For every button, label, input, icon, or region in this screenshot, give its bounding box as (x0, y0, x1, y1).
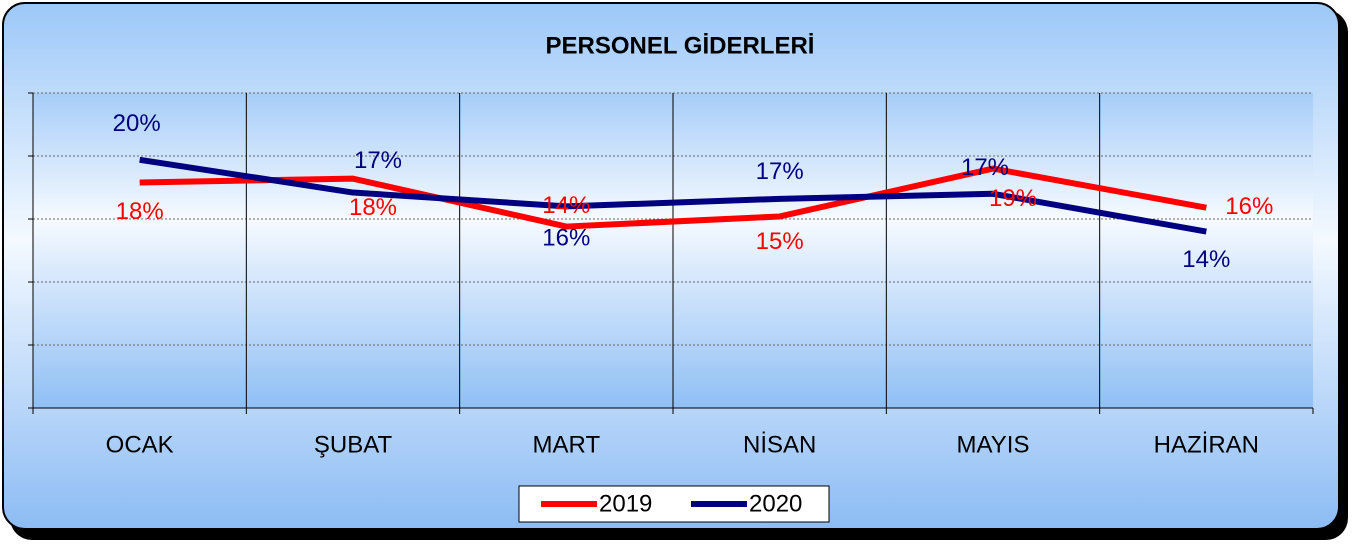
x-tick-label: MART (533, 431, 601, 458)
x-tick-label: NİSAN (743, 431, 816, 458)
data-label: 16% (542, 225, 590, 252)
x-tick-label: MAYIS (957, 431, 1030, 458)
legend (518, 485, 830, 523)
data-label: 15% (756, 228, 804, 255)
x-tick-label: HAZİRAN (1154, 431, 1259, 458)
legend-label: 2019 (599, 490, 652, 517)
data-label: 17% (961, 154, 1009, 181)
legend-label: 2020 (749, 490, 802, 517)
data-label: 14% (542, 192, 590, 219)
data-label: 18% (349, 194, 397, 221)
x-tick-label: ŞUBAT (314, 431, 393, 458)
data-label: 17% (354, 147, 402, 174)
data-label: 20% (113, 110, 161, 137)
data-label: 14% (1182, 246, 1230, 273)
data-label: 16% (1225, 193, 1273, 220)
data-label: 18% (116, 198, 164, 225)
data-label: 19% (989, 185, 1037, 212)
series-line (139, 165, 1207, 230)
data-label: 17% (756, 158, 804, 185)
series-line (139, 156, 1207, 235)
x-tick-label: OCAK (106, 431, 174, 458)
chart-title: PERSONEL GİDERLERİ (546, 32, 815, 59)
